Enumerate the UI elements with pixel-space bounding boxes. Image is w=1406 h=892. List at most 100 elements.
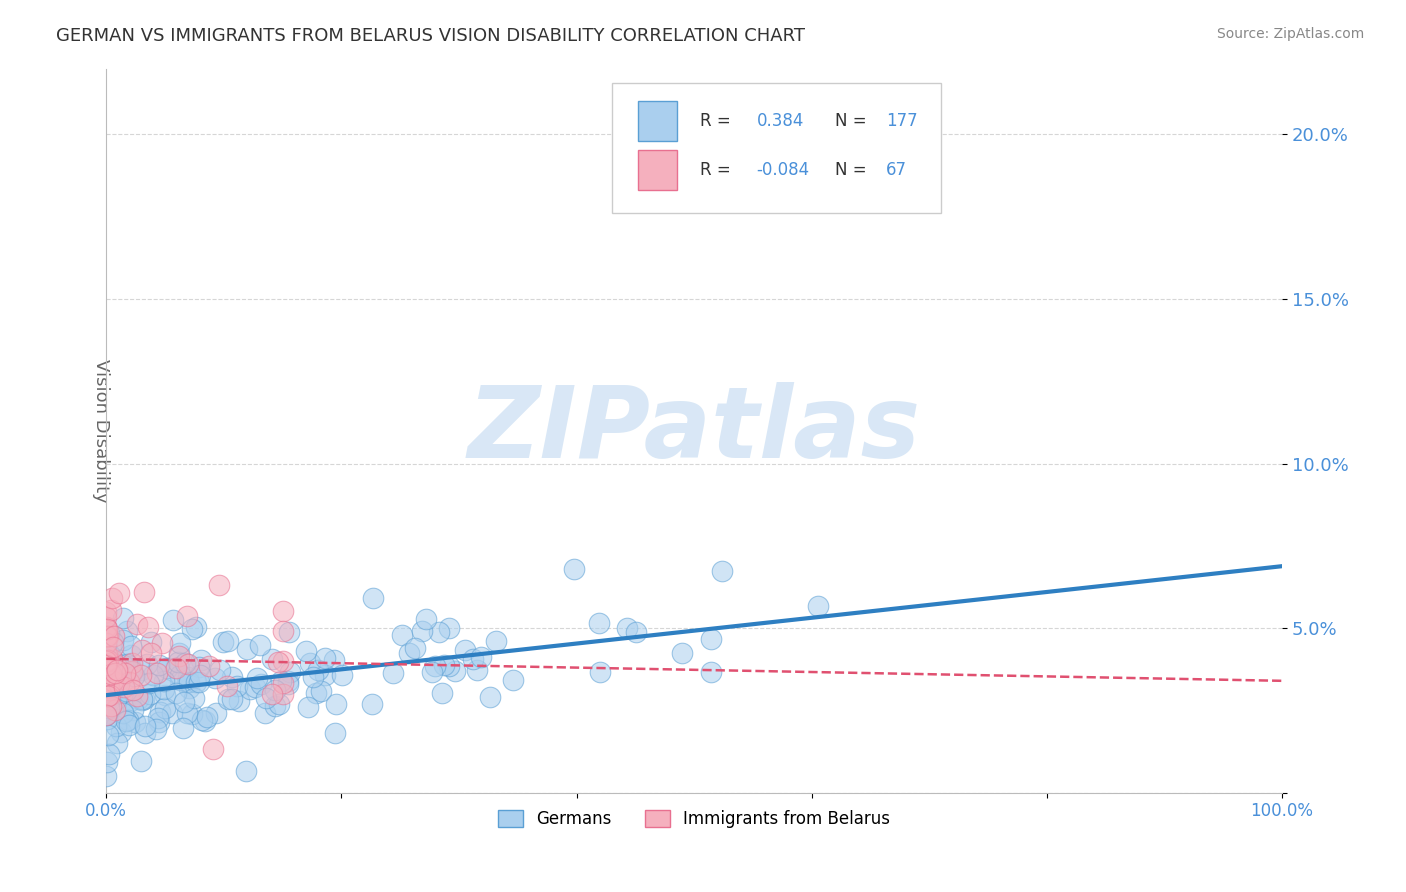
Point [96,708,118,723]
Point [105,665,128,679]
Point [97,689,120,703]
Point [129,663,152,677]
Point [97,747,120,762]
Point [118,674,141,689]
Point [502,673,524,687]
Point [205,706,228,720]
Point [131,692,153,706]
Point [96,674,118,689]
Point [162,613,184,627]
Point [136,619,159,633]
Point [700,632,723,646]
Point [314,650,336,665]
Point [239,682,262,697]
Point [103,629,125,643]
Point [105,736,128,750]
Point [277,673,299,688]
Point [243,680,266,694]
Point [105,691,128,706]
Point [114,714,136,728]
Point [101,674,124,689]
FancyBboxPatch shape [612,83,941,213]
Point [112,706,135,720]
Text: 177: 177 [886,112,918,129]
Point [96,698,118,713]
Point [616,621,638,635]
Point [311,684,333,698]
Point [96,682,118,697]
Point [217,691,239,706]
Point [97,661,120,675]
Point [430,686,453,700]
Point [150,636,173,650]
Point [278,625,301,640]
Point [429,625,451,640]
Point [122,668,145,682]
Point [184,675,207,690]
Point [148,711,170,725]
Point [433,658,456,673]
Point [361,591,384,606]
Point [98,689,121,703]
Point [97,665,120,679]
Point [156,660,179,674]
Point [136,657,159,671]
Point [437,621,460,635]
Point [122,703,145,717]
Point [96,610,118,624]
Y-axis label: Vision Disability: Vision Disability [93,359,110,502]
Point [197,659,219,673]
Point [120,648,142,662]
Point [100,679,122,693]
Text: -0.084: -0.084 [756,161,810,179]
Point [169,636,191,650]
Point [98,626,121,640]
Point [176,706,198,720]
Point [112,633,135,648]
Point [179,681,201,696]
Point [391,628,413,642]
Text: N =: N = [835,161,868,179]
Point [411,624,433,639]
Point [465,663,488,677]
Point [96,620,118,634]
Point [104,704,127,718]
Point [145,722,167,736]
Point [100,648,122,663]
Point [97,674,120,689]
Point [97,680,120,694]
Point [437,658,460,673]
Text: 0.384: 0.384 [756,112,804,129]
Point [209,663,232,677]
Point [96,657,118,672]
Point [398,647,420,661]
Point [177,657,200,671]
Point [180,622,202,636]
Point [299,657,322,671]
Point [98,683,121,698]
Point [202,741,225,756]
Point [301,670,323,684]
Point [470,650,492,665]
Point [484,634,506,648]
Point [323,653,346,667]
Point [415,612,437,626]
Point [271,654,294,668]
Point [626,624,648,639]
Text: 67: 67 [886,161,907,179]
Point [115,657,138,671]
Point [98,694,121,708]
Point [562,562,585,576]
Point [204,671,226,685]
Point [110,725,132,739]
Point [807,599,830,613]
Point [188,660,211,674]
Point [215,679,238,693]
Point [700,665,723,680]
Point [254,691,277,706]
Point [266,656,288,670]
Point [176,609,198,624]
Point [671,646,693,660]
Point [142,667,165,681]
Point [111,611,134,625]
